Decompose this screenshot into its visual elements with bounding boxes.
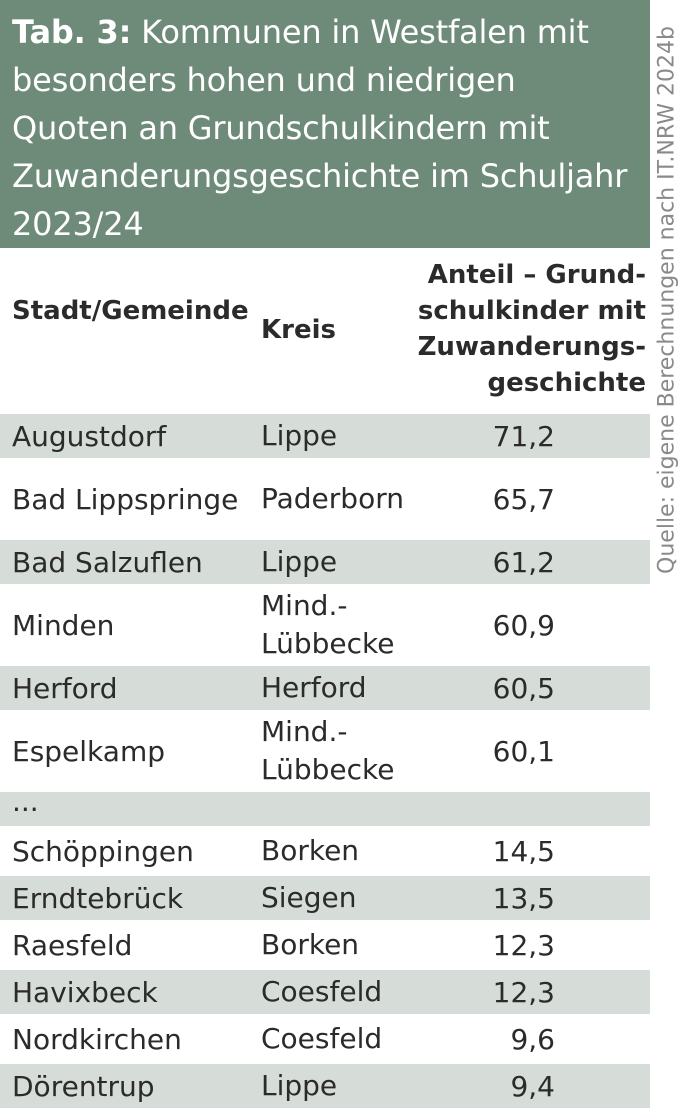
cell-city: Augustdorf bbox=[0, 414, 261, 458]
column-header-share: Anteil – Grund­schulkinder mit Zuwanderu… bbox=[417, 260, 646, 398]
cell-city: Nordkirchen bbox=[12, 1022, 182, 1056]
cell-share bbox=[461, 792, 650, 826]
cell-kreis: Herford bbox=[261, 666, 461, 710]
cell-share: 71,2 bbox=[461, 414, 650, 458]
cell-city: Erndtebrück bbox=[0, 876, 261, 920]
cell-share: 14,5 bbox=[492, 834, 555, 868]
table-row: Schöppingen Borken 14,5 bbox=[0, 829, 650, 873]
table-caption: Kommunen in Westfalen mit besonders hohe… bbox=[12, 13, 628, 243]
data-table: Augustdorf Lippe 71,2 Bad Lippspringe Pa… bbox=[0, 411, 650, 1111]
cell-share: 60,9 bbox=[492, 608, 555, 642]
cell-kreis: Lippe bbox=[261, 414, 461, 458]
table-row: Raesfeld Borken 12,3 bbox=[0, 923, 650, 967]
table-row: Minden Mind.-Lübbecke 60,9 bbox=[0, 587, 650, 663]
cell-city: Bad Salzuflen bbox=[0, 540, 261, 584]
source-text: Quelle: eigene Berechnungen nach IT.NRW … bbox=[654, 26, 680, 574]
source-note: Quelle: eigene Berechnungen nach IT.NRW … bbox=[652, 0, 682, 600]
table-title: Tab. 3: Kommunen in Westfalen mit besond… bbox=[0, 0, 650, 248]
cell-kreis: Borken bbox=[261, 928, 360, 961]
cell-kreis: Coesfeld bbox=[261, 970, 461, 1014]
table-number: Tab. 3: bbox=[12, 13, 132, 51]
table-row: Espelkamp Mind.-Lübbecke 60,1 bbox=[0, 713, 650, 789]
table-row: Augustdorf Lippe 71,2 bbox=[0, 414, 650, 458]
table-row: Bad Salzuflen Lippe 61,2 bbox=[0, 540, 650, 584]
table-row: Bad Lippspringe Pader­born 65,7 bbox=[0, 461, 650, 537]
table-row: Havixbeck Coesfeld 12,3 bbox=[0, 970, 650, 1014]
cell-city: Herford bbox=[0, 666, 261, 710]
cell-city: Dörentrup bbox=[0, 1064, 261, 1108]
cell-city: Espelkamp bbox=[12, 734, 165, 768]
cell-share: 9,6 bbox=[510, 1022, 555, 1056]
cell-share: 61,2 bbox=[461, 540, 650, 584]
cell-kreis: Lippe bbox=[261, 1064, 461, 1108]
table-row: Herford Herford 60,5 bbox=[0, 666, 650, 710]
cell-share: 60,5 bbox=[461, 666, 650, 710]
cell-kreis bbox=[261, 792, 461, 826]
column-header-kreis: Kreis bbox=[261, 315, 336, 345]
cell-share: 9,4 bbox=[461, 1064, 650, 1108]
cell-share: 12,3 bbox=[492, 928, 555, 962]
cell-kreis: Mind.-Lübbecke bbox=[261, 589, 395, 660]
cell-city: Raesfeld bbox=[12, 928, 133, 962]
cell-kreis: Mind.-Lübbecke bbox=[261, 715, 395, 786]
cell-kreis: Borken bbox=[261, 834, 360, 867]
cell-kreis: Siegen bbox=[261, 876, 461, 920]
cell-city: Bad Lippspringe bbox=[12, 482, 239, 516]
column-header-city: Stadt/Gemein­de bbox=[12, 296, 249, 326]
cell-share: 60,1 bbox=[492, 734, 555, 768]
table-row: Erndtebrück Siegen 13,5 bbox=[0, 876, 650, 920]
table-header: Stadt/Gemein­de Kreis Anteil – Grund­sch… bbox=[0, 248, 650, 414]
table-row: Dörentrup Lippe 9,4 bbox=[0, 1064, 650, 1108]
cell-city: Schöppingen bbox=[12, 834, 194, 868]
cell-share: 13,5 bbox=[461, 876, 650, 920]
table-row: Nordkirchen Coesfeld 9,6 bbox=[0, 1017, 650, 1061]
cell-kreis: Pader­born bbox=[261, 482, 404, 515]
table-card: Tab. 3: Kommunen in Westfalen mit besond… bbox=[0, 0, 650, 1108]
cell-city: Havixbeck bbox=[0, 970, 261, 1014]
cell-share: 65,7 bbox=[492, 482, 555, 516]
cell-kreis: Lippe bbox=[261, 540, 461, 584]
table-row-ellipsis: ... bbox=[0, 788, 650, 826]
cell-kreis: Coesfeld bbox=[261, 1022, 383, 1055]
cell-share: 12,3 bbox=[461, 970, 650, 1014]
cell-city: Minden bbox=[12, 608, 115, 642]
cell-city: ... bbox=[0, 788, 261, 826]
